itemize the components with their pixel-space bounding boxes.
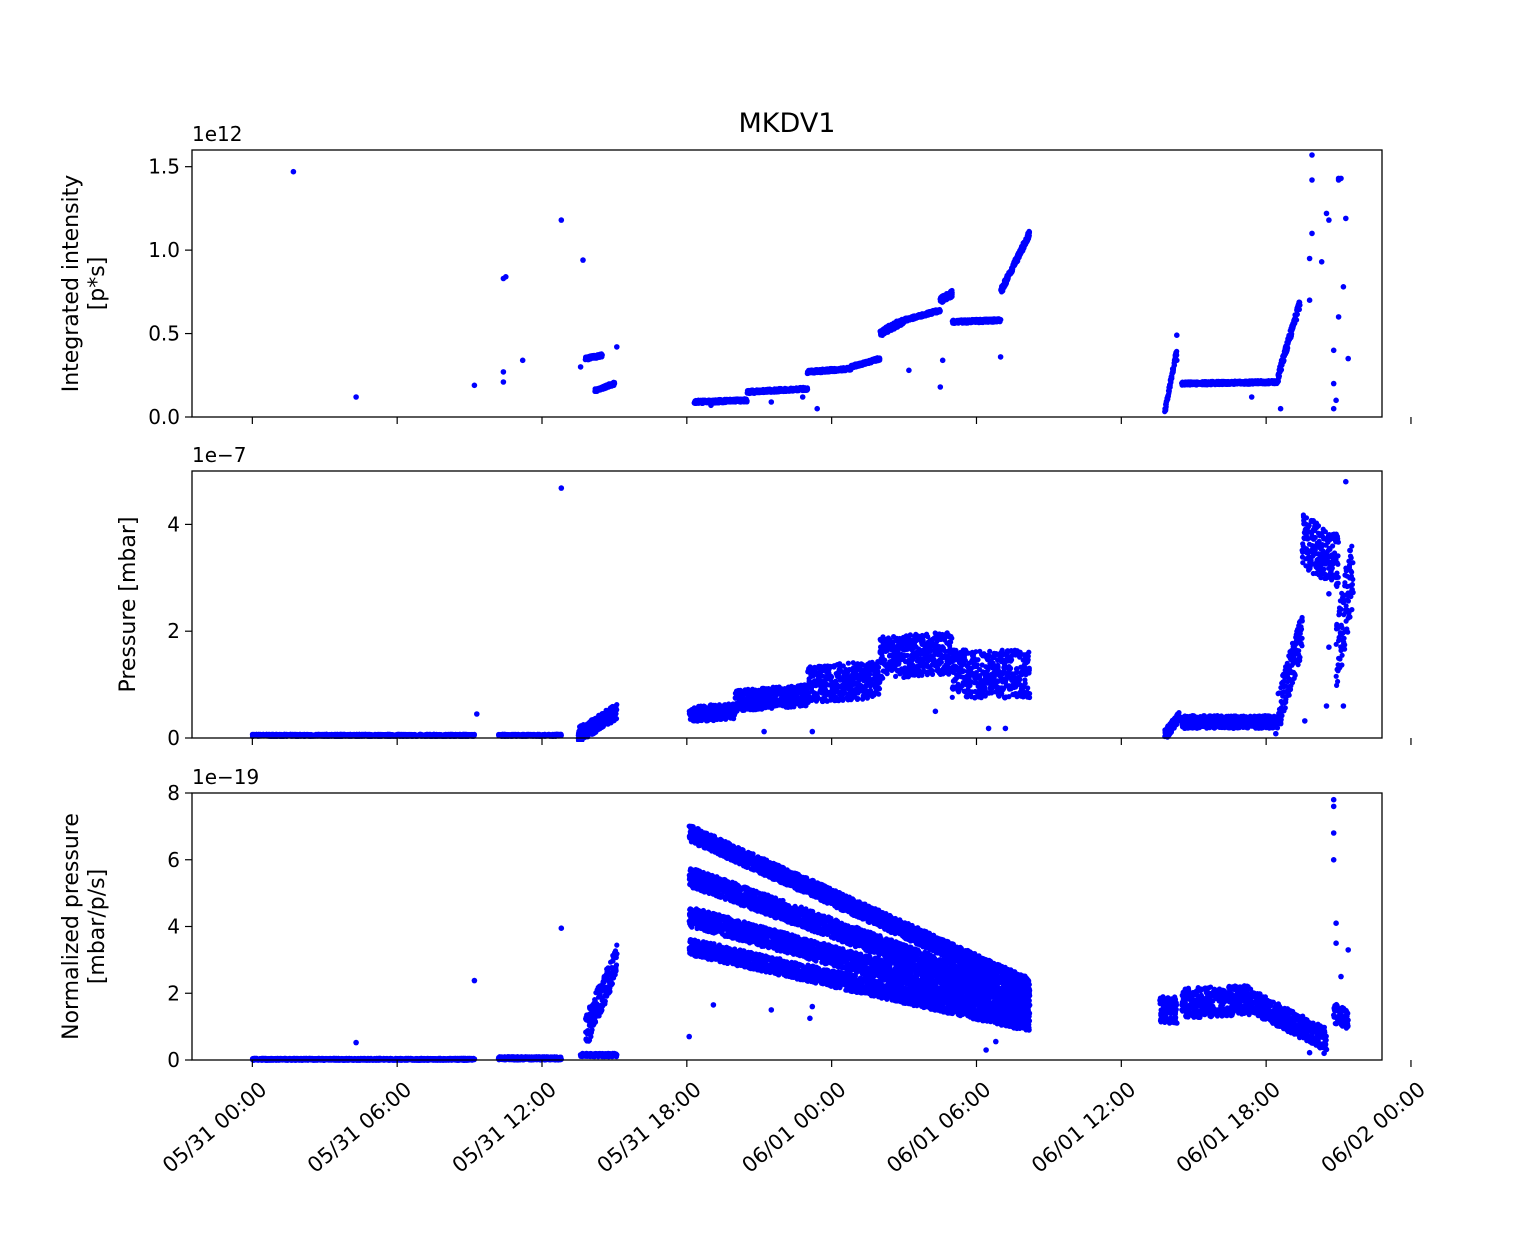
data-point [471,382,478,389]
data-point [1335,314,1342,320]
data-point [1248,394,1255,400]
data-point [877,356,883,362]
data-point [1174,332,1180,339]
data-point [1326,217,1332,223]
series-points [249,478,1356,742]
data-point [1309,177,1315,183]
data-point [613,716,620,722]
data-point [614,707,620,713]
data-point [768,399,775,405]
data-point [799,394,806,400]
data-point [577,364,584,370]
y-axis-label: [p*s] [85,257,110,311]
data-point [1309,152,1315,158]
y-tick-label: 1.5 [148,155,180,179]
data-point [353,394,359,400]
data-point [1281,357,1287,364]
data-point [939,357,946,364]
chart-title: MKDV1 [739,108,836,139]
data-point [998,317,1004,323]
data-point [814,405,820,412]
data-point [949,290,955,296]
data-point [1330,347,1337,354]
data-point [471,732,477,738]
data-point [1174,357,1180,364]
data-point [1026,229,1033,235]
data-point [1343,215,1349,222]
data-point [599,352,605,358]
panel-1: 0.0 0.5 1.0 1.5 1e12 Integrated intensity [p*s… [59,108,1412,429]
data-point [614,702,620,708]
data-point [1330,405,1337,412]
data-point [1276,373,1282,379]
data-point [1323,210,1330,217]
data-point [1338,175,1344,182]
data-point [500,379,507,385]
data-point [558,732,564,739]
series-points [290,152,1351,415]
data-point [1309,230,1315,237]
data-point [519,357,526,364]
data-point [997,354,1004,360]
data-point [1296,306,1302,313]
data-point [1171,362,1178,368]
data-point [1174,348,1180,354]
data-point [1333,397,1339,404]
data-point [1294,317,1300,323]
data-point [1297,302,1303,308]
data-point [1294,311,1300,317]
data-point [1167,384,1173,390]
data-point [611,380,618,387]
data-point [1345,355,1351,362]
data-point [503,274,509,280]
data-point [1169,375,1175,381]
offset-label: 1e12 [192,122,242,146]
data-point [1278,367,1285,373]
data-point [1285,345,1291,351]
y-tick-label: 1.0 [148,238,180,262]
data-point [1277,405,1284,412]
data-point [937,384,944,390]
data-point [949,293,955,300]
data-point [744,399,750,405]
data-point [1306,255,1313,262]
data-point [1306,297,1313,304]
data-point [558,217,565,223]
data-point [1340,284,1347,290]
y-tick-label: 0.0 [148,405,180,429]
axes-frame [191,149,1383,418]
data-point [290,168,297,175]
data-point [906,367,912,374]
data-point [708,402,714,409]
data-point [1318,259,1325,265]
data-point [937,308,943,314]
data-point [580,257,586,263]
data-point [614,344,620,350]
data-point [500,369,507,375]
data-point [805,386,811,392]
data-point [1330,380,1337,387]
y-axis-label: Integrated intensity [59,175,84,393]
data-point [1289,331,1295,337]
y-tick-label: 0.5 [148,322,180,346]
